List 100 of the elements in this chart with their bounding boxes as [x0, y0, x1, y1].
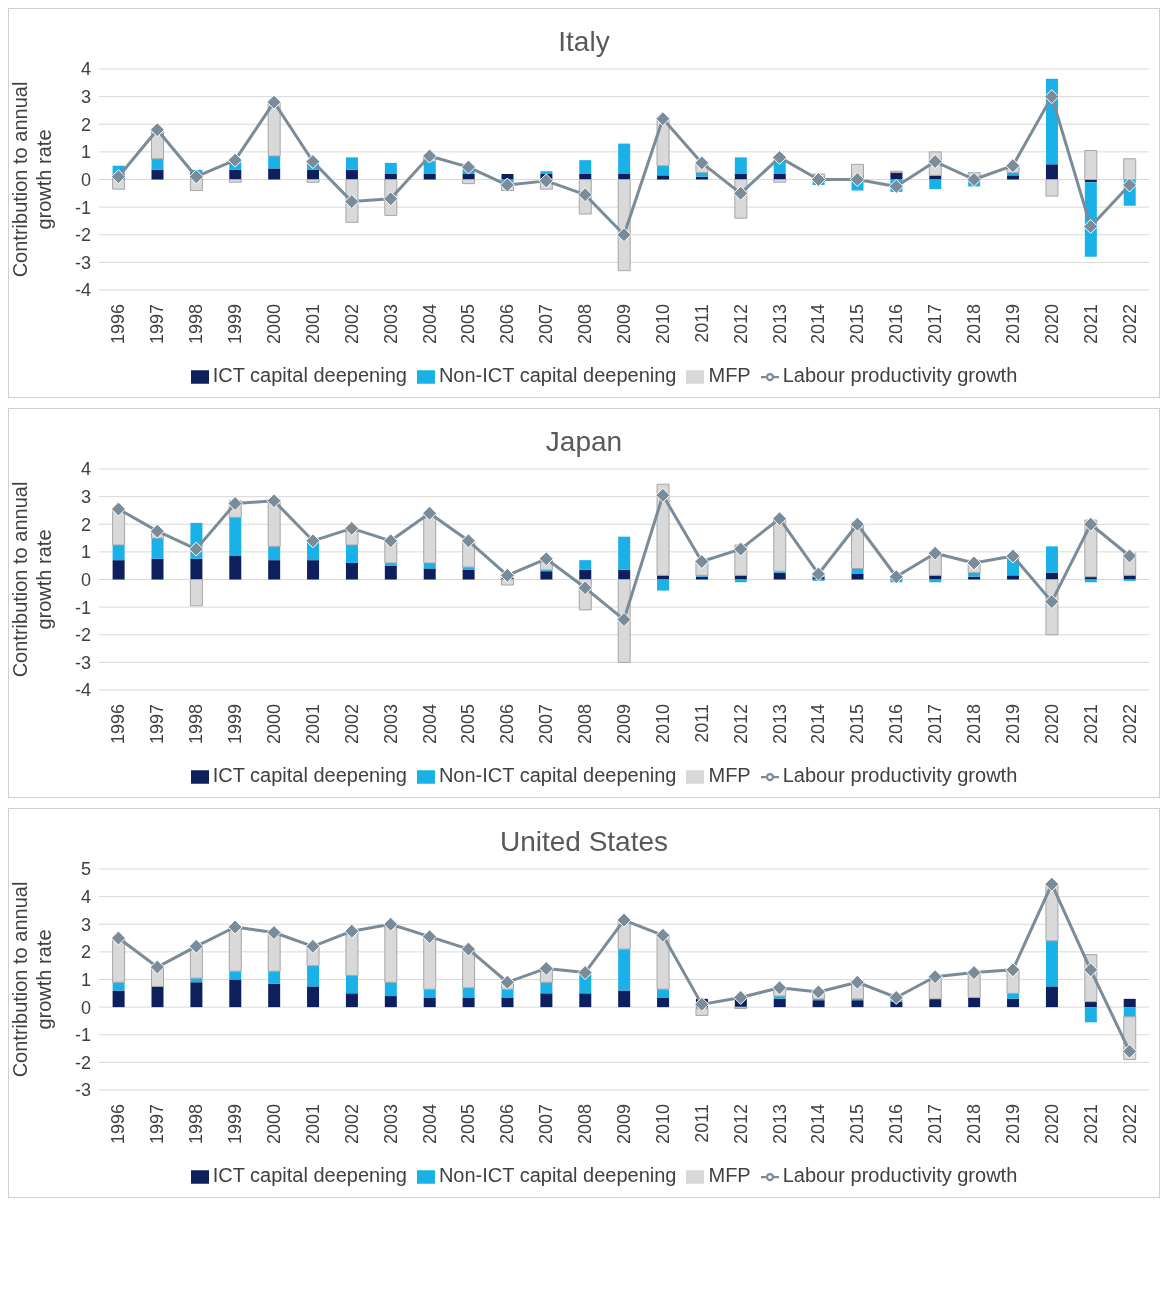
y-tick-label: 3	[80, 87, 91, 108]
x-tick-label: 2009	[614, 1104, 634, 1145]
chart-title: United States	[498, 825, 670, 859]
y-tick-label: -1	[74, 1025, 91, 1046]
y-tick-label: 0	[80, 169, 91, 190]
legend-label: ICT capital deepening	[212, 1164, 407, 1186]
y-tick-label: 1	[80, 969, 91, 990]
x-tick-label: 2005	[458, 1104, 479, 1145]
legend-label: ICT capital deepening	[212, 764, 407, 786]
y-tick-label: 5	[80, 859, 91, 880]
legend-label: Labour productivity growth	[782, 364, 1018, 386]
x-tick-label: 1998	[186, 704, 207, 745]
x-tick-label: 1998	[186, 1104, 207, 1145]
x-tick-label: 2020	[1041, 704, 1062, 745]
x-tick-label: 2021	[1080, 304, 1101, 345]
x-tick-label: 1997	[147, 1104, 168, 1145]
x-tick-label: 2017	[925, 304, 946, 345]
x-tick-label: 2007	[536, 304, 557, 345]
x-tick-label: 2019	[1002, 704, 1023, 745]
x-tick-label: 2002	[341, 704, 362, 745]
x-tick-label: 2013	[769, 1104, 790, 1145]
legend-label: MFP	[708, 764, 751, 786]
x-tick-label: 2015	[847, 1104, 868, 1145]
x-tick-label: 2006	[497, 704, 518, 745]
y-tick-label: 0	[80, 569, 91, 590]
x-tick-label: 2018	[964, 304, 984, 345]
x-tick-label: 2010	[652, 1104, 673, 1145]
x-tick-label: 2011	[691, 1104, 712, 1143]
y-tick-label: 3	[80, 914, 91, 935]
x-tick-label: 2018	[964, 704, 984, 745]
x-tick-label: 2001	[302, 704, 323, 745]
y-tick-label: -1	[74, 597, 91, 618]
y-tick-label: -2	[74, 225, 91, 246]
x-tick-label: 2004	[419, 304, 440, 345]
x-tick-label: 1999	[225, 1104, 246, 1145]
x-tick-label: 2011	[691, 704, 712, 743]
x-tick-label: 2006	[497, 304, 518, 345]
x-tick-label: 2015	[847, 304, 868, 345]
x-tick-label: 2013	[769, 704, 790, 745]
x-tick-label: 2003	[380, 1104, 401, 1145]
x-tick-label: 2012	[730, 704, 751, 745]
x-tick-label: 2008	[575, 1104, 596, 1145]
x-tick-label: 2014	[808, 704, 829, 745]
x-tick-label: 2005	[458, 704, 479, 745]
x-tick-label: 2014	[808, 304, 829, 345]
legend-label: MFP	[708, 1164, 751, 1186]
y-tick-label: 1	[80, 542, 91, 563]
x-tick-label: 2022	[1119, 704, 1140, 745]
y-tick-label: -3	[74, 1080, 91, 1101]
y-tick-label: -3	[74, 252, 91, 273]
x-tick-label: 2001	[302, 304, 323, 345]
x-tick-label: 2020	[1041, 304, 1062, 345]
x-tick-label: 2014	[808, 1104, 829, 1145]
x-tick-label: 2011	[691, 304, 712, 343]
y-tick-label: 1	[80, 142, 91, 163]
x-tick-label: 2022	[1119, 304, 1140, 345]
y-tick-label: 2	[80, 942, 91, 963]
legend-label: Non-ICT capital deepening	[438, 1164, 677, 1186]
y-tick-label: -3	[74, 652, 91, 673]
x-tick-label: 2021	[1080, 1104, 1101, 1145]
y-tick-label: -2	[74, 1052, 91, 1073]
x-tick-label: 1998	[186, 304, 207, 345]
x-tick-label: 2008	[575, 304, 596, 345]
x-tick-label: 2000	[264, 704, 284, 745]
chart-title: Italy	[557, 25, 611, 59]
y-tick-label: 2	[80, 114, 91, 135]
x-tick-label: 2007	[536, 704, 557, 745]
x-tick-label: 2009	[614, 704, 634, 745]
x-tick-label: 2003	[380, 704, 401, 745]
y-tick-label: -2	[74, 625, 91, 646]
legend-label: Non-ICT capital deepening	[438, 364, 677, 386]
x-tick-label: 1997	[147, 304, 168, 345]
x-tick-label: 2002	[341, 1104, 362, 1145]
x-tick-label: 2010	[652, 304, 673, 345]
x-tick-label: 2013	[769, 304, 790, 345]
x-tick-label: 2003	[380, 304, 401, 345]
x-tick-label: 2009	[614, 304, 634, 345]
x-tick-label: 2017	[925, 704, 946, 745]
x-tick-label: 1996	[108, 1104, 129, 1145]
x-tick-label: 2016	[886, 1104, 907, 1145]
y-tick-label: -4	[74, 680, 91, 701]
x-tick-label: 2019	[1002, 304, 1023, 345]
y-tick-label: 3	[80, 487, 91, 508]
x-tick-label: 2010	[652, 704, 673, 745]
x-tick-label: 2001	[302, 1104, 323, 1145]
y-tick-label: 0	[80, 997, 91, 1018]
x-tick-label: 2020	[1041, 1104, 1062, 1145]
legend-label: Non-ICT capital deepening	[438, 764, 677, 786]
x-tick-label: 2021	[1080, 704, 1101, 745]
x-tick-label: 2018	[964, 1104, 984, 1145]
y-tick-label: -1	[74, 197, 91, 218]
x-tick-label: 2002	[341, 304, 362, 345]
legend-label: ICT capital deepening	[212, 364, 407, 386]
y-tick-label: 2	[80, 514, 91, 535]
x-tick-label: 2019	[1002, 1104, 1023, 1145]
x-tick-label: 2022	[1119, 1104, 1140, 1145]
y-axis-title: Contribution to annual growth rate	[9, 481, 55, 678]
x-tick-label: 2005	[458, 304, 479, 345]
x-tick-label: 1999	[225, 704, 246, 745]
x-tick-label: 2012	[730, 1104, 751, 1145]
